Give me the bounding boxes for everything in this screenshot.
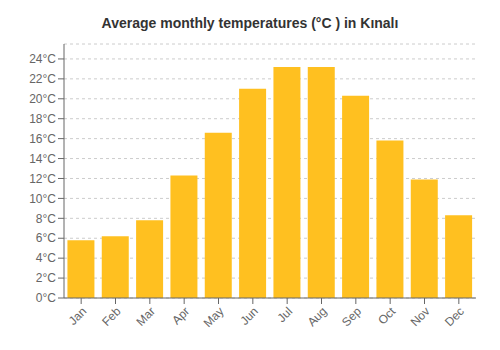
html-text:Average monthly temperatures (: Average monthly temperatures (°C ) in Kı… bbox=[101, 15, 399, 31]
svg-text:Feb: Feb bbox=[99, 304, 124, 329]
svg-text:Apr: Apr bbox=[169, 304, 192, 327]
svg-text:Jul: Jul bbox=[275, 304, 296, 325]
svg-text:Mar: Mar bbox=[133, 304, 158, 329]
svg-text:20°C: 20°C bbox=[29, 92, 56, 106]
svg-text:18°C: 18°C bbox=[29, 112, 56, 126]
svg-text:12°C: 12°C bbox=[29, 172, 56, 186]
svg-text:May: May bbox=[201, 304, 227, 330]
svg-text:22°C: 22°C bbox=[29, 72, 56, 86]
svg-text:Jan: Jan bbox=[66, 304, 90, 328]
svg-text:Aug: Aug bbox=[305, 304, 330, 329]
svg-text:4°C: 4°C bbox=[36, 251, 56, 265]
svg-text:Jun: Jun bbox=[237, 304, 261, 328]
svg-text:10°C: 10°C bbox=[29, 192, 56, 206]
svg-text:24°C: 24°C bbox=[29, 52, 56, 66]
svg-text:Oct: Oct bbox=[375, 304, 399, 328]
svg-text:2°C: 2°C bbox=[36, 271, 56, 285]
svg-text:8°C: 8°C bbox=[36, 212, 56, 226]
svg-text:Sep: Sep bbox=[339, 304, 364, 329]
svg-text:16°C: 16°C bbox=[29, 132, 56, 146]
svg-text:14°C: 14°C bbox=[29, 152, 56, 166]
svg-text:Nov: Nov bbox=[408, 304, 433, 329]
svg-text:Dec: Dec bbox=[442, 304, 467, 329]
svg-text:6°C: 6°C bbox=[36, 231, 56, 245]
svg-text:0°C: 0°C bbox=[36, 291, 56, 305]
